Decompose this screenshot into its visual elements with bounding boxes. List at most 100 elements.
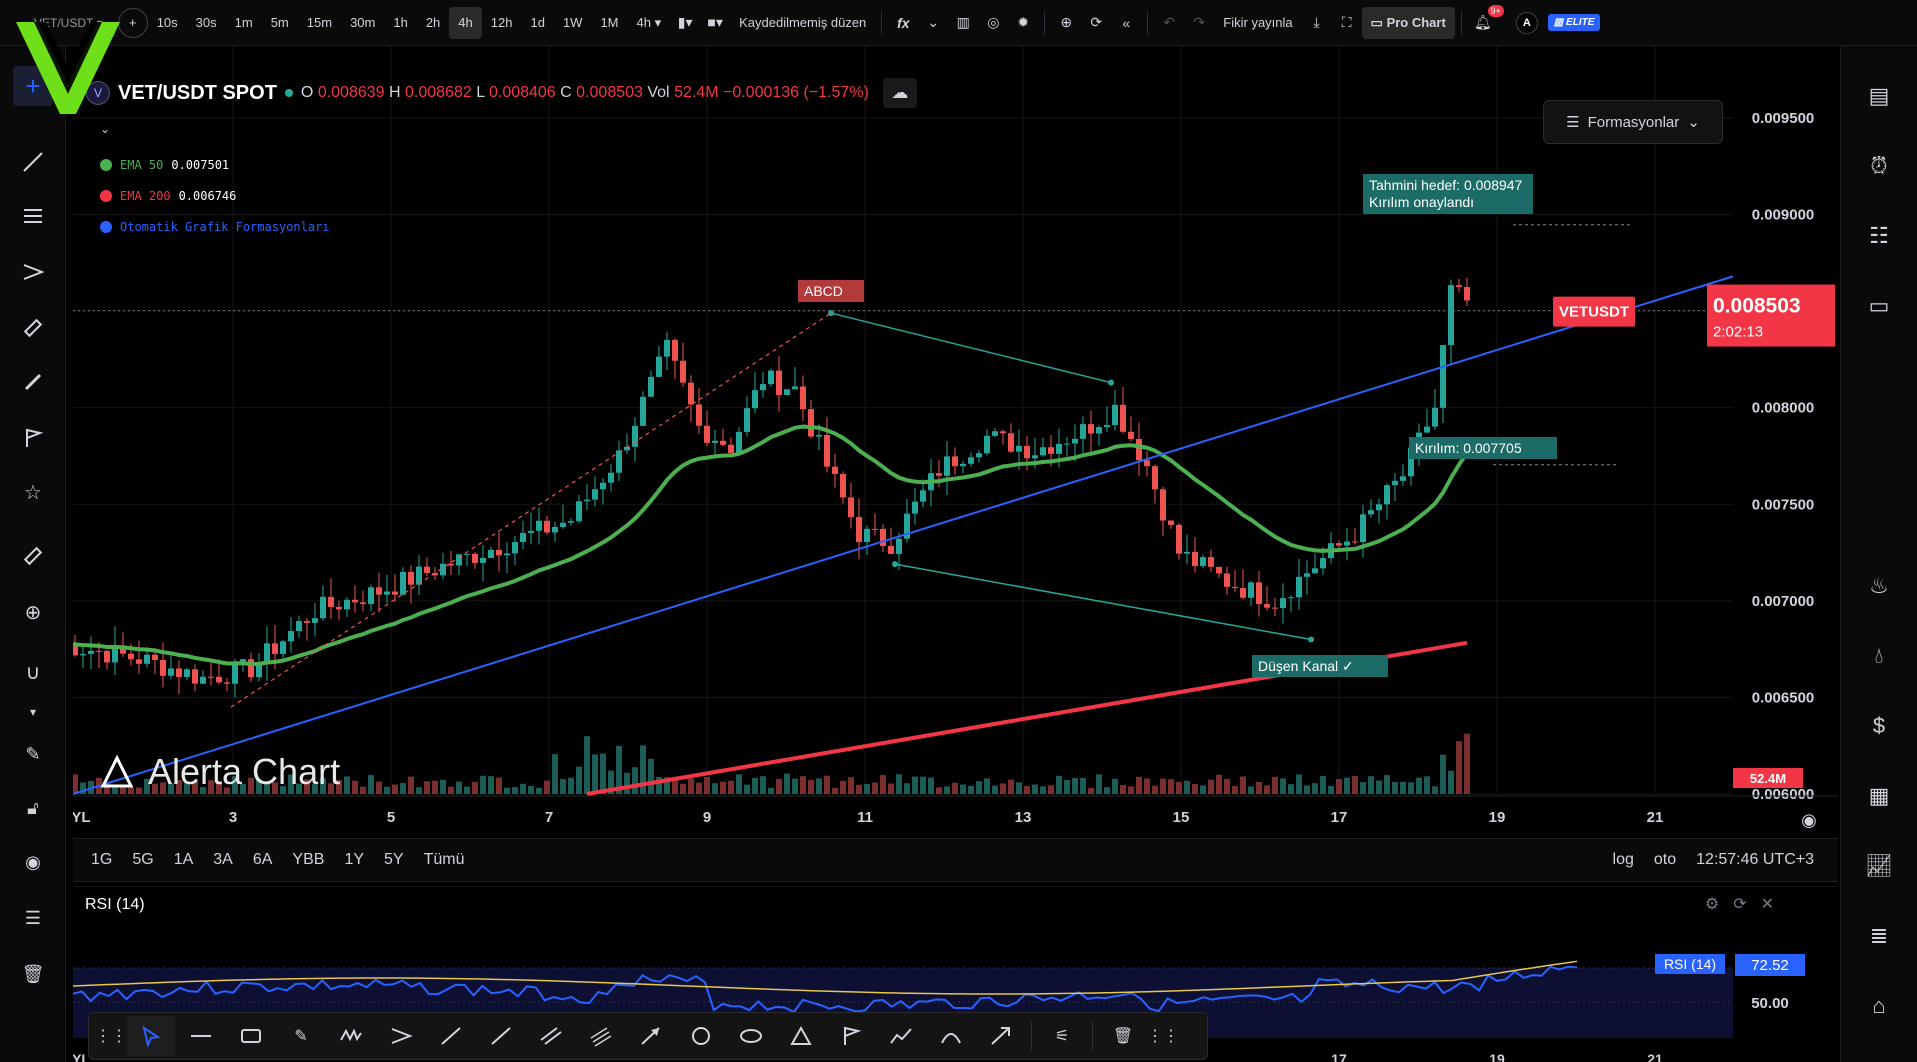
interval-1h[interactable]: 1h <box>393 15 408 30</box>
channel-icon[interactable] <box>377 1016 425 1056</box>
abcd-label[interactable]: ABCD <box>798 280 864 302</box>
news-icon[interactable]: ☷ <box>1869 223 1889 248</box>
arrow-icon[interactable] <box>627 1016 675 1056</box>
magnet-icon[interactable]: ∪ <box>25 661 41 684</box>
rectangle-icon[interactable] <box>227 1016 275 1056</box>
channel-upper-line[interactable] <box>830 312 1112 384</box>
ruler-icon[interactable] <box>13 308 53 348</box>
main-chart-pane[interactable]: 0.0095000.0090000.0085000.0080000.007500… <box>73 46 1838 836</box>
arrow-marker-icon[interactable] <box>977 1016 1025 1056</box>
star-icon[interactable]: ☆ <box>24 481 42 504</box>
candle-type-icon[interactable]: ▮▾ <box>677 14 693 30</box>
interval-30m[interactable]: 30m <box>350 15 376 30</box>
measure-icon[interactable] <box>13 536 53 576</box>
undo-icon[interactable]: ↶ <box>1163 14 1176 30</box>
trend-line[interactable] <box>73 275 1734 795</box>
avatar[interactable]: A <box>1515 11 1538 34</box>
period-1G[interactable]: 1G <box>91 851 113 868</box>
eye-icon[interactable]: ◉ <box>1801 810 1817 831</box>
period-1Y[interactable]: 1Y <box>344 851 365 868</box>
price-chart-canvas[interactable]: 0.0095000.0090000.0085000.0080000.007500… <box>73 46 1838 836</box>
channel-point[interactable] <box>892 561 898 568</box>
interval-1W[interactable]: 1W <box>562 15 583 30</box>
chevron-down-icon[interactable]: ▾ <box>29 705 37 719</box>
period-Tümü[interactable]: Tümü <box>423 851 465 868</box>
channel-lower-line[interactable] <box>894 563 1312 641</box>
globe-icon[interactable]: ⊕ <box>1060 14 1073 30</box>
publish-idea-button[interactable]: Fikir yayınla <box>1223 15 1293 30</box>
zoom-icon[interactable]: ⊕ <box>24 601 42 624</box>
alarm-icon[interactable]: ⏰︎ <box>1870 153 1888 178</box>
triangle-icon[interactable] <box>777 1016 825 1056</box>
channel-point[interactable] <box>1108 379 1114 386</box>
indicator-row[interactable]: EMA 50 0.007501 <box>100 158 229 172</box>
period-6A[interactable]: 6A <box>252 851 273 868</box>
legend-collapse-icon[interactable]: ⌄ <box>100 122 111 136</box>
eye-icon[interactable]: ◉ <box>25 851 41 872</box>
fullscreen-icon[interactable]: ⛶ <box>1341 14 1352 30</box>
interval-1d[interactable]: 1d <box>530 15 545 30</box>
trash-icon[interactable]: 🗑︎ <box>1112 1028 1134 1045</box>
channel-label[interactable]: Düşen Kanal ✓ <box>1252 655 1388 677</box>
interval-4h[interactable]: 4h <box>449 6 482 39</box>
drag-handle-icon[interactable]: ⋮⋮ <box>95 1028 127 1045</box>
formations-button[interactable]: ☰ Formasyonlar ⌄ <box>1543 100 1723 144</box>
drag-handle-icon[interactable]: ⋮⋮ <box>1147 1028 1179 1045</box>
dollar-transfer-icon[interactable]: $ <box>1872 713 1886 738</box>
notification-bell-icon[interactable]: 🔔︎ 9+ <box>1468 4 1504 39</box>
flag-icon[interactable] <box>13 418 53 458</box>
cloud-icon[interactable]: ☁︎ <box>882 78 917 108</box>
zigzag-icon[interactable] <box>327 1016 375 1056</box>
interval-12h[interactable]: 12h <box>490 15 513 30</box>
download-icon[interactable]: ⤓ <box>1313 14 1320 30</box>
cursor-arrow-icon[interactable] <box>127 1016 175 1056</box>
parallel-channel-icon[interactable] <box>527 1016 575 1056</box>
period-5G[interactable]: 5G <box>132 851 154 868</box>
bars-chart-icon[interactable]: ▥ <box>956 14 970 30</box>
auto-scale-toggle[interactable]: oto <box>1653 851 1677 868</box>
draw-mode-icon[interactable]: ✎ <box>25 743 41 764</box>
watchlist-icon[interactable]: ▤ <box>1868 83 1890 108</box>
object-tree-icon[interactable]: ☰ <box>24 907 42 928</box>
refresh-icon[interactable]: ⟳ <box>1733 896 1747 913</box>
trend-chart-icon[interactable]: 📈︎ <box>1865 853 1893 878</box>
trendline-icon[interactable] <box>13 142 53 182</box>
close-icon[interactable]: ✕ <box>1760 896 1774 913</box>
replay-icon[interactable]: ◎ <box>987 14 1000 30</box>
pro-chart-button[interactable]: ▭ Pro Chart <box>1361 6 1455 39</box>
fib-lines-icon[interactable] <box>13 196 53 236</box>
period-5Y[interactable]: 5Y <box>384 851 404 868</box>
gear-icon[interactable]: ⚙ <box>1704 896 1720 913</box>
ellipse-icon[interactable] <box>727 1016 775 1056</box>
layout-name-button[interactable]: Kaydedilmemiş düzen <box>739 15 867 30</box>
log-scale-toggle[interactable]: log <box>1612 851 1634 868</box>
period-3A[interactable]: 3A <box>213 851 233 868</box>
lock-icon[interactable]: 🔓︎ <box>27 797 39 818</box>
arc-icon[interactable] <box>927 1016 975 1056</box>
settings-sun-icon[interactable]: ✹ <box>1017 14 1030 30</box>
breakout-label[interactable]: Kırılım: 0.007705 <box>1409 437 1557 459</box>
fib-channel-icon[interactable] <box>577 1016 625 1056</box>
wallet-icon[interactable]: ▭ <box>1868 293 1890 318</box>
legend-symbol[interactable]: VET/USDT SPOT <box>118 81 277 104</box>
interval-2h[interactable]: 2h <box>425 15 441 30</box>
interval-15m[interactable]: 15m <box>306 15 333 30</box>
ray-icon[interactable] <box>427 1016 475 1056</box>
indicators-fx-icon[interactable]: fx <box>897 14 910 31</box>
horizontal-line-icon[interactable] <box>177 1016 225 1056</box>
redo-icon[interactable]: ↷ <box>1193 14 1206 30</box>
interval-5m[interactable]: 5m <box>270 15 289 30</box>
clock-timezone[interactable]: 12:57:46 UTC+3 <box>1696 851 1814 868</box>
pencil-icon[interactable]: ✎ <box>294 1028 308 1045</box>
interval-dropdown[interactable]: 4h ▾ <box>636 14 662 31</box>
settings-sliders-icon[interactable]: ⚟ <box>1054 1028 1070 1045</box>
building-icon[interactable]: ⌂ <box>1872 993 1886 1018</box>
channel-point[interactable] <box>1308 636 1314 643</box>
sync-icon[interactable]: ⟳ <box>1090 14 1103 30</box>
indicator-row[interactable]: Otomatik Grafik Formasyonları <box>100 220 330 234</box>
color-square-icon[interactable]: ■▾ <box>707 14 723 30</box>
flag-icon[interactable] <box>827 1016 875 1056</box>
interval-30s[interactable]: 30s <box>195 15 217 30</box>
interval-10s[interactable]: 10s <box>156 15 178 30</box>
